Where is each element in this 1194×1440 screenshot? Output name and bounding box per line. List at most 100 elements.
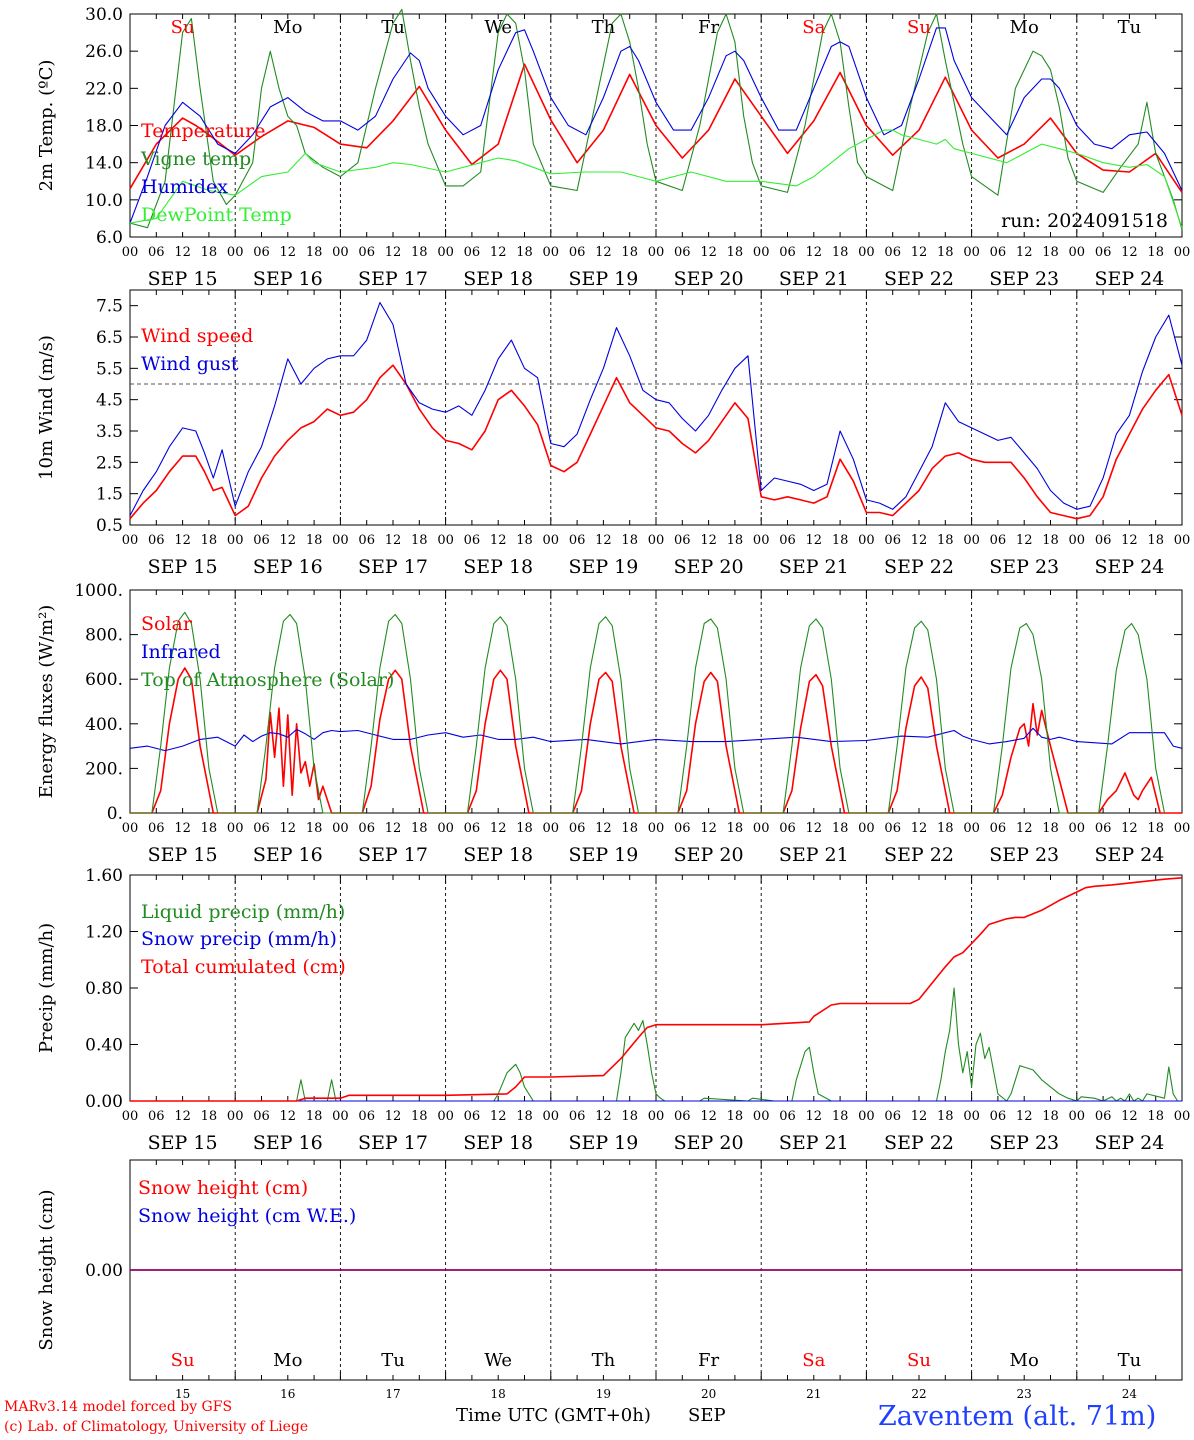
hour-tick-label: 18 (727, 245, 744, 260)
weekday-label: Fr (698, 17, 719, 38)
hour-tick-label: 00 (648, 821, 665, 836)
series-line-3 (129, 27, 1183, 224)
plot-frame (129, 589, 1183, 814)
hour-tick-label: 12 (174, 1109, 191, 1124)
hour-tick-label: 06 (1095, 821, 1112, 836)
weekday-label: We (484, 17, 512, 38)
weekday-label: Sa (802, 1350, 825, 1371)
date-label: SEP 15 (148, 1132, 218, 1154)
hour-tick-label: 00 (227, 533, 244, 548)
date-label: SEP 24 (1094, 844, 1164, 866)
date-label: SEP 18 (463, 1132, 533, 1154)
y-tick-label: 5.5 (96, 359, 123, 379)
hour-tick-label: 00 (543, 821, 560, 836)
y-tick-label: 26.0 (85, 42, 123, 62)
weekday-label: We (484, 1350, 512, 1371)
legend-entry: Snow precip (mm/h) (141, 928, 337, 950)
date-label: SEP 17 (358, 1132, 428, 1154)
hour-tick-label: 00 (1069, 533, 1086, 548)
legend-entry: Liquid precip (mm/h) (141, 901, 345, 923)
y-tick-label: 400. (85, 715, 123, 735)
hour-tick-label: 00 (227, 245, 244, 260)
day-number-label: 23 (1017, 1387, 1032, 1401)
hour-tick-label: 06 (148, 533, 165, 548)
hour-tick-label: 00 (122, 1109, 139, 1124)
hour-tick-label: 18 (516, 1109, 533, 1124)
hour-tick-label: 06 (253, 245, 270, 260)
hour-tick-label: 00 (963, 821, 980, 836)
hour-tick-label: 00 (753, 533, 770, 548)
date-label: SEP 16 (253, 268, 323, 290)
series-line-1 (129, 364, 1183, 520)
hour-tick-label: 00 (753, 821, 770, 836)
hour-tick-label: 00 (437, 821, 454, 836)
hour-tick-label: 00 (648, 245, 665, 260)
weekday-label: Mo (1010, 17, 1039, 38)
date-label: SEP 16 (253, 556, 323, 578)
hour-tick-label: 18 (727, 1109, 744, 1124)
hour-tick-label: 06 (464, 1109, 481, 1124)
hour-tick-label: 00 (648, 533, 665, 548)
y-tick-label: 6.5 (96, 328, 123, 348)
hour-tick-label: 18 (1147, 821, 1164, 836)
hour-tick-label: 18 (306, 821, 323, 836)
hour-tick-label: 00 (332, 245, 349, 260)
y-tick-label: 1.20 (85, 923, 123, 943)
legend-entry: Infrared (141, 641, 221, 663)
date-label: SEP 15 (148, 844, 218, 866)
series-line-4 (129, 129, 1183, 228)
y-tick-label: 1.5 (96, 485, 123, 505)
hour-tick-label: 00 (332, 533, 349, 548)
hour-tick-label: 06 (884, 821, 901, 836)
date-label: SEP 17 (358, 268, 428, 290)
hour-tick-label: 00 (1174, 245, 1191, 260)
hour-tick-label: 06 (569, 821, 586, 836)
legend-entry: Snow height (cm W.E.) (138, 1205, 356, 1227)
hour-tick-label: 18 (621, 821, 638, 836)
date-label: SEP 15 (148, 268, 218, 290)
hour-tick-label: 06 (1095, 245, 1112, 260)
date-label: SEP 19 (568, 1132, 638, 1154)
legend-entry: Snow height (cm) (138, 1177, 308, 1199)
date-label: SEP 21 (779, 1132, 849, 1154)
y-axis-label: 10m Wind (m/s) (36, 335, 57, 480)
hour-tick-label: 12 (280, 245, 297, 260)
series-line-2 (129, 301, 1183, 516)
hour-tick-label: 00 (858, 245, 875, 260)
hour-tick-label: 06 (358, 821, 375, 836)
weekday-label: Sa (802, 17, 825, 38)
date-label: SEP 20 (674, 844, 744, 866)
hour-tick-label: 06 (990, 245, 1007, 260)
y-tick-label: 600. (85, 670, 123, 690)
hour-tick-label: 00 (437, 1109, 454, 1124)
y-tick-label: 22.0 (85, 79, 123, 99)
hour-tick-label: 18 (516, 821, 533, 836)
hour-tick-label: 00 (1174, 533, 1191, 548)
y-tick-label: 0.40 (85, 1036, 123, 1056)
hour-tick-label: 06 (358, 245, 375, 260)
hour-tick-label: 18 (411, 821, 428, 836)
hour-tick-label: 00 (122, 821, 139, 836)
hour-tick-label: 18 (621, 1109, 638, 1124)
legend-entry: Temperature (141, 120, 265, 142)
date-label: SEP 23 (989, 268, 1059, 290)
hour-tick-label: 18 (516, 533, 533, 548)
hour-tick-label: 00 (543, 245, 560, 260)
legend-entry: Humidex (141, 176, 228, 198)
date-label: SEP 18 (463, 844, 533, 866)
y-axis-label: Snow height (cm) (36, 1189, 57, 1350)
hour-tick-label: 00 (227, 821, 244, 836)
hour-tick-label: 00 (858, 1109, 875, 1124)
hour-tick-label: 00 (858, 533, 875, 548)
y-tick-label: 0.00 (85, 1092, 123, 1112)
hour-tick-label: 06 (779, 821, 796, 836)
hour-tick-label: 18 (1147, 1109, 1164, 1124)
y-tick-label: 0.00 (85, 1261, 123, 1281)
hour-tick-label: 12 (490, 1109, 507, 1124)
station-label: Zaventem (alt. 71m) (878, 1401, 1157, 1432)
series-line-1 (129, 63, 1183, 193)
hour-tick-label: 06 (884, 533, 901, 548)
date-label: SEP 21 (779, 268, 849, 290)
date-label: SEP 21 (779, 556, 849, 578)
